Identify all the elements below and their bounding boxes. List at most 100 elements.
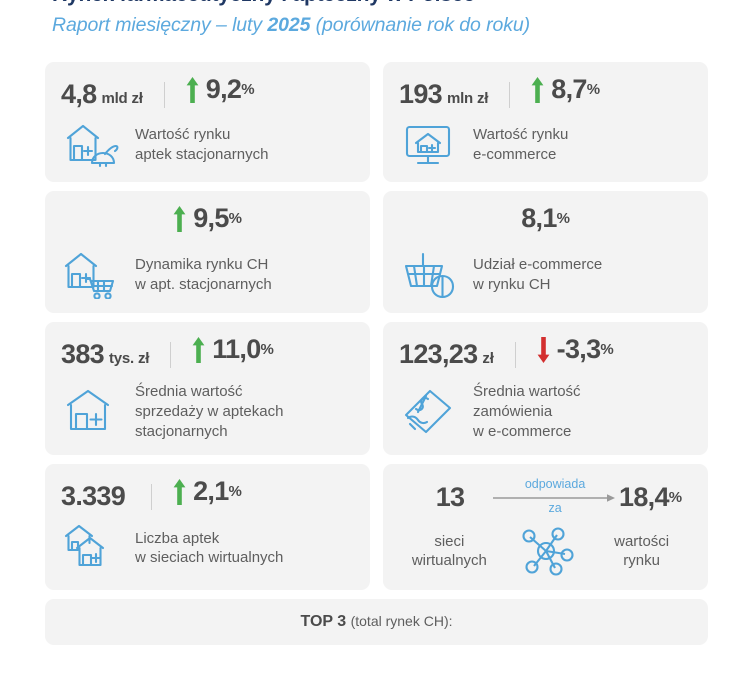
page-title: Rynek farmaceutyczny i apteczny w Polsce [52, 0, 475, 7]
percent-symbol: % [668, 488, 682, 506]
label-row: Średnia wartość zamówienia w e-commerce [399, 382, 692, 441]
pharmacy-house-icon [61, 388, 123, 436]
stat-unit: mln zł [446, 89, 489, 107]
trend-percent: 2,1 [193, 476, 229, 507]
card-average-order-value-ecommerce[interactable]: 123,23 zł -3,3% [383, 322, 708, 456]
trend-group: 9,5% [173, 205, 242, 232]
stat-row: 193 mln zł 8,7% [399, 76, 692, 114]
top3-title-bold: TOP 3 [300, 613, 351, 631]
stat-row: 4,8 mld zł 9,2% [61, 76, 354, 114]
basket-pills-icon [399, 251, 461, 299]
hand-money-icon [399, 388, 461, 436]
card-top3-total-ch-market[interactable]: TOP 3 (total rynek CH): [45, 599, 708, 646]
label-row: Udział e-commerce w rynku CH [399, 251, 692, 299]
share-percent: 18,4 [619, 481, 669, 512]
stat-unit: mld zł [101, 89, 143, 107]
stat-row: 3.339 2,1% [61, 478, 354, 516]
percent-symbol: % [228, 483, 242, 501]
card-label: Wartość rynku aptek stacjonarnych [135, 126, 269, 163]
trend-percent: 9,2 [205, 74, 242, 104]
trend-percent: 8,1 [521, 203, 557, 233]
trend-percent: 11,0 [212, 334, 261, 364]
arrow-up-icon [531, 76, 544, 103]
label-row: Wartość rynku e-commerce [399, 122, 692, 168]
card-ecommerce-market-value[interactable]: 193 mln zł 8,7% [383, 62, 708, 182]
percent-symbol: % [228, 210, 242, 227]
trend-percent: 8,7 [551, 74, 587, 104]
stat-unit: tys. zł [108, 349, 150, 367]
stat-value: 123,23 [399, 338, 478, 369]
percent-symbol: % [586, 81, 600, 98]
trend-group: 11,0% [192, 334, 274, 364]
top3-title-rest: (total rynek CH): [350, 613, 453, 630]
stat-row: 123,23 zł -3,3% [399, 336, 692, 374]
long-arrow-right-icon [493, 494, 616, 503]
card-label: Dynamika rynku CH w apt. stacjonarnych [135, 256, 272, 293]
stat-divider [170, 342, 172, 368]
subtitle-prefix: Raport miesięczny – luty [52, 14, 268, 36]
stat-divider [163, 82, 165, 108]
card-label: Liczba aptek w sieciach wirtualnych [135, 529, 284, 567]
card-pharmacies-in-virtual-chains[interactable]: 3.339 2,1% [45, 464, 370, 591]
trend-group: -3,3% [537, 336, 614, 363]
annotation-bottom-label: za [548, 501, 562, 516]
arrow-up-icon [186, 76, 199, 103]
stat-row: 9,5% [61, 205, 354, 243]
card-row-1: 4,8 mld zł 9,2% [45, 62, 708, 182]
card-ecommerce-share[interactable]: 8,1% Udział e-commerce [383, 191, 708, 313]
stat-cards-grid: 4,8 mld zł 9,2% [45, 62, 708, 654]
page-subtitle: Raport miesięczny – luty 2025 (porównani… [52, 14, 530, 37]
trend-group: 8,1% [521, 205, 570, 232]
stat-value: 4,8 [61, 78, 97, 109]
stat-row: 383 tys. zł 11,0% [61, 336, 354, 374]
card-stationary-pharmacy-market-value[interactable]: 4,8 mld zł 9,2% [45, 62, 370, 182]
subtitle-year: 2025 [267, 14, 311, 36]
stat-divider [514, 342, 516, 368]
trend-group: 2,1% [173, 478, 242, 505]
share-percent-group: 18,4% [619, 481, 682, 512]
pharmacy-mortar-icon [61, 122, 123, 168]
trend-group: 8,7% [531, 76, 600, 103]
percent-symbol: % [600, 341, 614, 358]
subtitle-suffix: (porównanie rok do roku) [310, 14, 531, 36]
stat-value: 193 [399, 78, 443, 109]
virtual-networks-left-label: sieci wirtualnych [411, 532, 487, 570]
pharmacy-monitor-icon [399, 122, 461, 168]
stat-divider [509, 82, 511, 108]
arrow-down-icon [537, 336, 550, 363]
card-label: Udział e-commerce w rynku CH [473, 256, 603, 293]
trend-group: 9,2% [186, 76, 255, 103]
percent-symbol: % [241, 81, 255, 98]
network-nodes-icon [500, 526, 592, 576]
card-label: Średnia wartość sprzedaży w aptekach sta… [135, 383, 284, 440]
card-label: Wartość rynku e-commerce [473, 126, 569, 163]
responsible-for-annotation: odpowiada za [491, 477, 619, 517]
label-row: Liczba aptek w sieciach wirtualnych [61, 524, 354, 572]
arrow-up-icon [192, 336, 205, 363]
card-virtual-networks-share[interactable]: 13 odpowiada za 18,4% sieci wirtualn [383, 464, 708, 591]
label-row: Dynamika rynku CH w apt. stacjonarnych [61, 251, 354, 299]
card-ch-market-dynamics[interactable]: 9,5% [45, 191, 370, 313]
virtual-networks-label-row: sieci wirtualnych wartości rynku [399, 526, 692, 576]
annotation-top-label: odpowiada [524, 477, 586, 492]
trend-percent: 9,5 [193, 203, 229, 233]
card-row-3: 383 tys. zł 11,0% [45, 322, 708, 456]
percent-symbol: % [260, 341, 274, 358]
card-label: Średnia wartość zamówienia w e-commerce [473, 383, 581, 440]
percent-symbol: % [556, 210, 570, 227]
stat-row: 8,1% [399, 205, 692, 243]
card-row-5: TOP 3 (total rynek CH): [45, 599, 708, 646]
stat-divider [151, 484, 153, 511]
two-pharmacies-icon [61, 524, 123, 572]
virtual-networks-count: 13 [435, 481, 465, 512]
arrow-up-icon [173, 478, 186, 505]
card-average-sales-value-stationary[interactable]: 383 tys. zł 11,0% [45, 322, 370, 456]
trend-percent: -3,3 [556, 334, 601, 364]
top3-title: TOP 3 (total rynek CH): [61, 613, 692, 631]
arrow-up-icon [173, 205, 186, 232]
label-row: Średnia wartość sprzedaży w aptekach sta… [61, 382, 354, 441]
stat-unit: zł [482, 349, 494, 367]
pharmacy-cart-icon [61, 251, 123, 299]
virtual-networks-stat-row: 13 odpowiada za 18,4% [399, 478, 692, 516]
